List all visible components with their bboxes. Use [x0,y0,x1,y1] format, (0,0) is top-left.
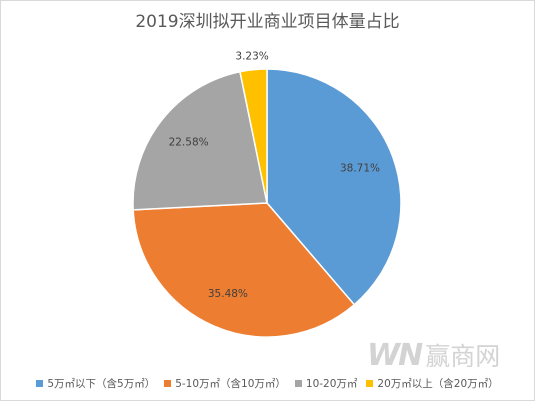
data-labels: 38.71% 35.48% 22.58% 3.23% [169,50,380,300]
pie-slices [132,68,402,338]
data-label-1: 38.71% [340,163,380,175]
legend-label: 10-20万㎡ [305,377,358,390]
legend: 5万㎡以下（含5万㎡） 5-10万㎡（含10万㎡） 10-20万㎡ 20万㎡以上（含2… [1,374,534,392]
legend-item-4: 20万㎡以上（含20万㎡） [366,376,499,391]
legend-item-3: 10-20万㎡ [294,376,358,391]
pie-slice-1 [266,68,402,306]
data-label-4: 3.23% [235,50,268,62]
pie-slice-4 [239,68,268,204]
legend-swatch [294,379,302,387]
pie-slice-2 [132,202,356,338]
legend-swatch [366,379,374,387]
legend-swatch [164,379,172,387]
pie-slice-3 [132,70,268,211]
legend-item-1: 5万㎡以下（含5万㎡） [36,376,155,391]
data-label-2: 35.48% [208,288,248,300]
data-label-3: 22.58% [169,136,209,148]
legend-label: 20万㎡以上（含20万㎡） [377,377,499,390]
legend-label: 5万㎡以下（含5万㎡） [47,377,156,390]
chart-title: 2019深圳拟开业商业项目体量占比 [135,12,400,32]
legend-label: 5-10万㎡（含10万㎡） [175,377,286,390]
legend-item-2: 5-10万㎡（含10万㎡） [164,376,286,391]
legend-swatch [36,379,44,387]
